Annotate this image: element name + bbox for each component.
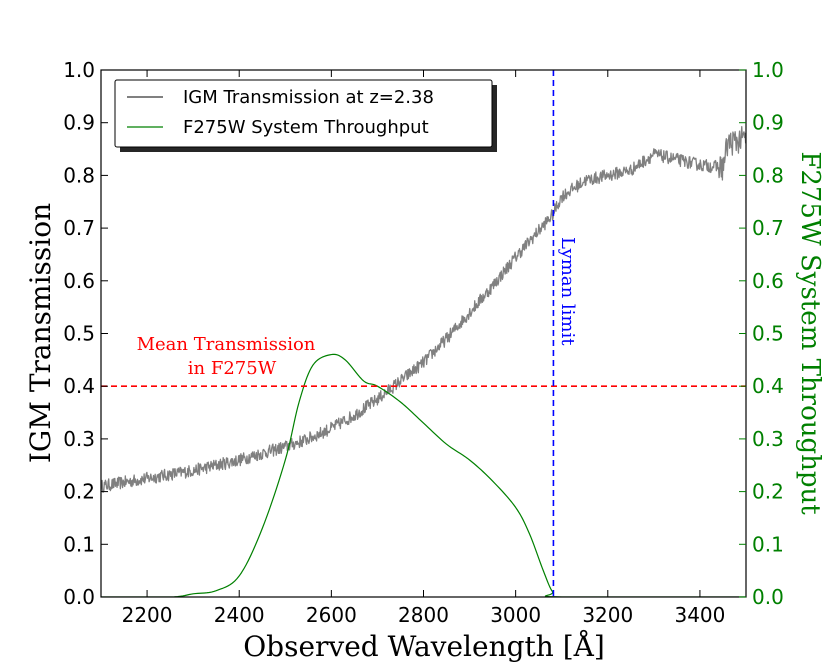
y-right-tick-label: 0.8 [752, 163, 784, 187]
x-tick-label: 2400 [214, 603, 265, 627]
x-tick-label: 3400 [674, 603, 725, 627]
igm-transmission-series-line [101, 125, 746, 493]
y-right-tick-label: 0.0 [752, 585, 784, 609]
y-right-tick-label: 0.6 [752, 269, 784, 293]
legend-label-igm: IGM Transmission at z=2.38 [183, 87, 434, 108]
y-left-tick-label: 0.8 [63, 163, 95, 187]
y-left-tick-label: 0.6 [63, 269, 95, 293]
mean-transmission-annotation-line2: in F275W [188, 358, 277, 379]
y-left-tick-label: 0.0 [63, 585, 95, 609]
x-tick-label: 2200 [122, 603, 173, 627]
y-left-tick-label: 1.0 [63, 58, 95, 82]
y-right-tick-label: 0.2 [752, 480, 784, 504]
y-right-tick-label: 0.7 [752, 216, 784, 240]
y-left-tick-label: 0.3 [63, 427, 95, 451]
y-right-tick-label: 1.0 [752, 58, 784, 82]
y-left-tick-label: 0.2 [63, 480, 95, 504]
x-tick-label: 2600 [306, 603, 357, 627]
mean-transmission-annotation-line1: Mean Transmission [137, 334, 316, 355]
lyman-limit-annotation: Lyman limit [557, 237, 578, 346]
y-left-tick-label: 0.7 [63, 216, 95, 240]
legend: IGM Transmission at z=2.38 F275W System … [114, 79, 497, 152]
y-left-tick-label: 0.1 [63, 532, 95, 556]
y-axis-left-label: IGM Transmission [24, 203, 57, 463]
y-right-tick-label: 0.5 [752, 322, 784, 346]
y-left-tick-label: 0.4 [63, 374, 95, 398]
x-axis-label: Observed Wavelength [Å] [243, 630, 605, 663]
x-tick-label: 3000 [490, 603, 541, 627]
f275w-throughput-series-line [101, 353, 746, 597]
x-tick-label: 2800 [398, 603, 449, 627]
y-right-tick-label: 0.4 [752, 374, 784, 398]
y-right-tick-label: 0.3 [752, 427, 784, 451]
x-tick-label: 3200 [582, 603, 633, 627]
y-right-tick-label: 0.1 [752, 532, 784, 556]
y-left-tick-label: 0.5 [63, 322, 95, 346]
legend-box [114, 79, 493, 148]
y-axis-right-label: F275W System Throughput [795, 151, 825, 515]
legend-label-f275w: F275W System Throughput [183, 117, 429, 138]
y-left-tick-label: 0.9 [63, 111, 95, 135]
y-right-tick-label: 0.9 [752, 111, 784, 135]
